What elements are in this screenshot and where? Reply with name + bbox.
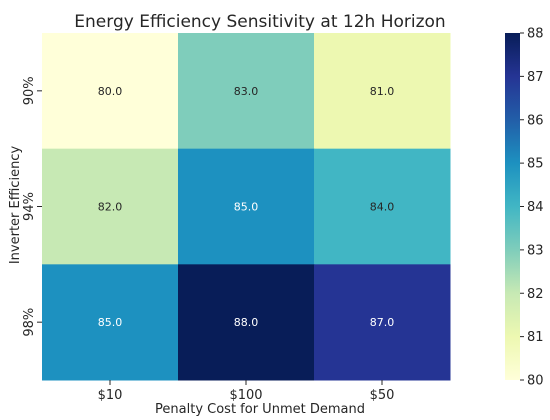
heatmap-cell <box>178 148 315 265</box>
cell-value-label: 82.0 <box>98 201 123 214</box>
x-tick-label: $50 <box>370 388 395 403</box>
colorbar-tick-label: 85 <box>527 157 544 172</box>
cell-value-label: 85.0 <box>234 201 259 214</box>
y-axis: 90% 94% 98% <box>22 76 42 337</box>
colorbar-tick-label: 81 <box>527 330 544 345</box>
cell-value-label: 80.0 <box>98 85 123 98</box>
heatmap-cell <box>178 33 315 150</box>
colorbar-tick-label: 80 <box>527 374 544 389</box>
x-tick-label: $10 <box>98 388 123 403</box>
heatmap-cell <box>178 264 315 381</box>
y-tick-label: 98% <box>22 308 37 337</box>
heatmap-cell <box>314 148 451 265</box>
heatmap-cell <box>42 33 179 150</box>
cell-value-label: 85.0 <box>98 316 123 329</box>
cell-value-label: 88.0 <box>234 316 259 329</box>
colorbar <box>505 33 520 380</box>
heatmap-cell <box>314 33 451 150</box>
colorbar-tick-label: 83 <box>527 243 544 258</box>
heatmap-cell <box>42 264 179 381</box>
cell-value-label: 87.0 <box>370 316 395 329</box>
x-axis-label: Penalty Cost for Unmet Demand <box>155 402 365 417</box>
cell-value-label: 81.0 <box>370 85 395 98</box>
colorbar-tick-label: 87 <box>527 70 544 85</box>
heatmap-cell <box>314 264 451 381</box>
x-axis: $10 $100 $50 <box>98 380 395 403</box>
colorbar-ticks: 80 81 82 83 84 85 86 87 88 <box>520 27 544 389</box>
colorbar-tick-label: 86 <box>527 113 544 128</box>
cell-value-label: 83.0 <box>234 85 259 98</box>
y-tick-label: 90% <box>22 76 37 105</box>
x-tick-label: $100 <box>229 388 262 403</box>
heatmap-cell <box>42 148 179 265</box>
colorbar-tick-label: 82 <box>527 287 544 302</box>
colorbar-tick-label: 88 <box>527 27 544 42</box>
colorbar-tick-label: 84 <box>527 200 544 215</box>
heatmap-cells: 80.0 83.0 81.0 82.0 85.0 84.0 85.0 88.0 87.0 <box>42 33 451 381</box>
cell-value-label: 84.0 <box>370 201 395 214</box>
y-tick-label: 94% <box>22 192 37 221</box>
chart-title: Energy Efficiency Sensitivity at 12h Hor… <box>74 12 445 32</box>
y-axis-label: Inverter Efficiency <box>8 146 23 265</box>
